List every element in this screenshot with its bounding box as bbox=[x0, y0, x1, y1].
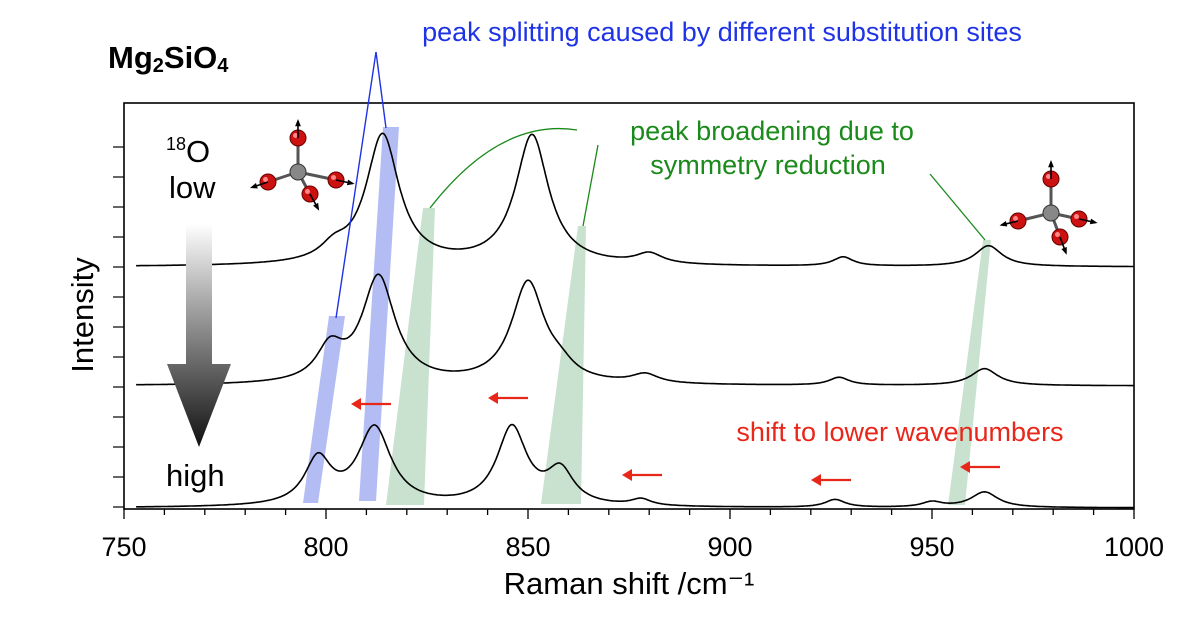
spectrum-trace-2 bbox=[136, 273, 1134, 387]
SiO4-tetrahedron-icon bbox=[999, 160, 1098, 255]
x-tick-label: 900 bbox=[707, 532, 752, 562]
SiO4-tetrahedron-icon bbox=[249, 119, 355, 211]
x-axis-title: Raman shift /cm⁻¹ bbox=[504, 566, 755, 601]
left-arrow-icon bbox=[811, 474, 851, 486]
compound-mid: SiO bbox=[163, 40, 218, 75]
compound-sub1: 2 bbox=[152, 55, 164, 77]
low-label: low bbox=[169, 170, 216, 205]
broadening-leader-2 bbox=[582, 144, 599, 227]
compound-sub2: 4 bbox=[217, 55, 229, 77]
broadening-text-line1: peak broadening due to bbox=[630, 116, 914, 146]
broadening-band-2 bbox=[541, 226, 586, 504]
highlight-bands bbox=[303, 127, 991, 505]
spectra-traces bbox=[136, 132, 1134, 509]
broadening-leader-1 bbox=[429, 128, 578, 209]
splitting-leader-left bbox=[335, 51, 377, 319]
y-axis-ticks bbox=[113, 146, 124, 508]
gradient-arrow-down-icon bbox=[167, 224, 231, 447]
spectrum-trace-1 bbox=[136, 132, 1134, 268]
plot-frame bbox=[123, 102, 1135, 510]
broadening-leader-3 bbox=[929, 173, 986, 241]
broadening-band-3 bbox=[948, 240, 991, 505]
left-arrow-icon bbox=[960, 461, 1000, 473]
y-axis-title: Intensity bbox=[65, 257, 100, 373]
left-arrow-icon bbox=[488, 392, 528, 404]
left-arrow-icon bbox=[622, 469, 662, 481]
broadening-band-1 bbox=[386, 208, 435, 505]
compound-formula: Mg2SiO4 bbox=[108, 40, 228, 78]
splitting-leader-right bbox=[375, 51, 387, 129]
x-axis-tick-labels: 750 800 850 900 950 1000 bbox=[101, 532, 1164, 562]
compound-prefix: Mg bbox=[108, 40, 153, 75]
broadening-annotation: peak broadening due to symmetry reductio… bbox=[429, 116, 986, 241]
high-label: high bbox=[166, 458, 225, 493]
x-tick-label: 750 bbox=[101, 532, 146, 562]
left-arrow-icon bbox=[351, 398, 391, 410]
x-axis-ticks bbox=[123, 509, 1135, 519]
shift-text: shift to lower wavenumbers bbox=[736, 417, 1063, 447]
isotope-label: 18O bbox=[166, 134, 210, 169]
splitting-text: peak splitting caused by different subst… bbox=[422, 17, 1022, 47]
shift-annotation: shift to lower wavenumbers bbox=[351, 392, 1064, 486]
spectrum-trace-3 bbox=[136, 423, 1134, 509]
splitting-band-high bbox=[359, 127, 399, 501]
splitting-annotation: peak splitting caused by different subst… bbox=[335, 17, 1022, 319]
x-tick-label: 1000 bbox=[1104, 532, 1164, 562]
shift-arrows bbox=[351, 392, 1000, 486]
x-tick-label: 850 bbox=[505, 532, 550, 562]
x-tick-label: 950 bbox=[909, 532, 954, 562]
broadening-text-line2: symmetry reduction bbox=[650, 150, 886, 180]
x-tick-label: 800 bbox=[303, 532, 348, 562]
